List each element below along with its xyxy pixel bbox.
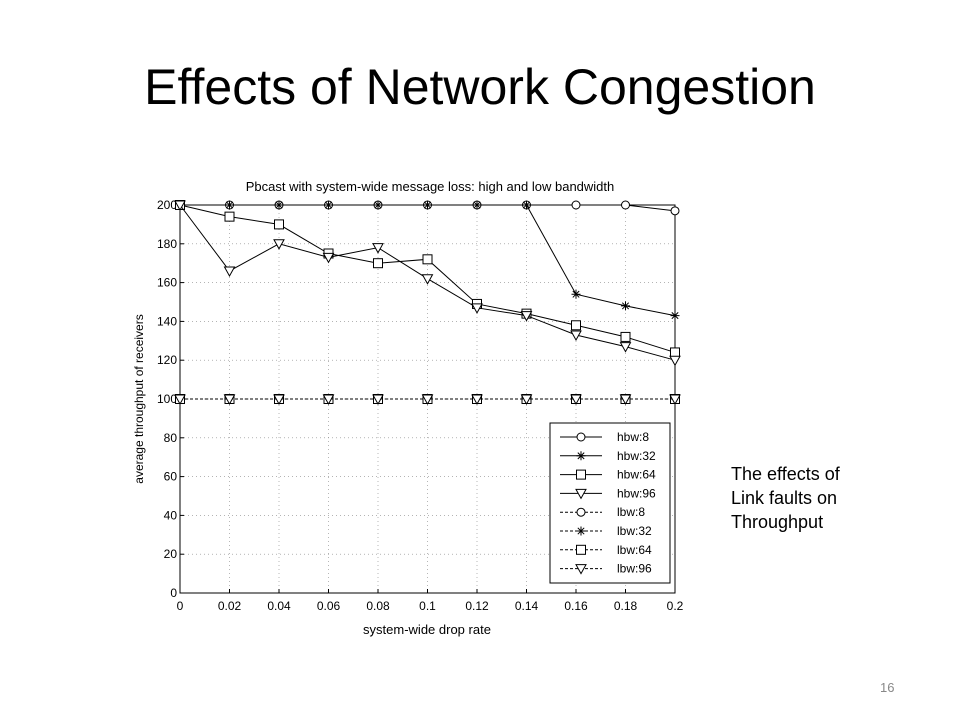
data-point bbox=[670, 311, 680, 321]
x-tick-label: 0.2 bbox=[667, 599, 684, 613]
data-point bbox=[520, 311, 533, 322]
data-point bbox=[471, 303, 483, 314]
data-point bbox=[576, 469, 586, 480]
data-point bbox=[576, 526, 586, 536]
data-point bbox=[669, 355, 681, 367]
legend: hbw:8 hbw:32 hbw:64 hbw:96 lbw:8 lbw:32 lbw:64… bbox=[549, 422, 671, 584]
data-point bbox=[373, 258, 383, 269]
chart-title: Pbcast with system-wide message loss: hi… bbox=[246, 179, 615, 194]
data-point bbox=[423, 200, 432, 210]
legend-box bbox=[549, 422, 671, 584]
data-point bbox=[571, 289, 581, 299]
x-tick-label: 0.14 bbox=[515, 599, 539, 613]
y-tick-label: 160 bbox=[157, 276, 177, 290]
x-tick-label: 0.18 bbox=[614, 599, 638, 613]
x-axis-label: system-wide drop rate bbox=[363, 622, 491, 637]
data-point bbox=[223, 266, 236, 277]
data-point bbox=[619, 342, 632, 353]
y-tick-label: 20 bbox=[164, 547, 178, 561]
data-point bbox=[373, 200, 383, 210]
axis-ticks: 0 0.02 0.04 0.06 0.08 0.1 0.12 0.14 0.16 0.18 0.2 0… bbox=[157, 198, 684, 613]
data-point bbox=[174, 394, 186, 406]
y-tick-label: 140 bbox=[157, 314, 177, 328]
legend-label: hbw:64 bbox=[617, 468, 656, 482]
data-point bbox=[225, 200, 234, 210]
data-point bbox=[472, 200, 482, 210]
x-tick-label: 0.1 bbox=[419, 599, 436, 613]
data-point bbox=[571, 200, 581, 210]
data-point bbox=[669, 394, 681, 406]
data-point bbox=[576, 432, 586, 442]
side-note-line: Throughput bbox=[731, 512, 824, 532]
data-point bbox=[670, 206, 680, 216]
legend-label: lbw:32 bbox=[617, 524, 652, 538]
x-tick-label: 0.04 bbox=[267, 599, 291, 613]
y-tick-label: 0 bbox=[170, 586, 177, 600]
legend-label: hbw:96 bbox=[617, 486, 656, 500]
data-point bbox=[372, 394, 384, 406]
data-point bbox=[570, 394, 582, 406]
y-tick-label: 80 bbox=[164, 431, 178, 445]
data-point bbox=[322, 252, 335, 264]
data-point bbox=[571, 320, 581, 331]
y-tick-label: 40 bbox=[164, 508, 178, 522]
legend-label: hbw:32 bbox=[617, 449, 656, 463]
data-point bbox=[576, 451, 586, 461]
data-point bbox=[620, 331, 631, 342]
data-point bbox=[471, 394, 483, 406]
x-tick-label: 0.02 bbox=[218, 599, 242, 613]
data-point bbox=[619, 394, 632, 406]
data-point bbox=[421, 274, 434, 285]
data-point bbox=[520, 394, 533, 406]
y-tick-label: 180 bbox=[157, 237, 177, 251]
side-note: The effects of Link faults on Throughput bbox=[731, 462, 931, 534]
data-point bbox=[224, 211, 235, 222]
throughput-chart: Pbcast with system-wide message loss: hi… bbox=[132, 179, 684, 637]
y-tick-label: 100 bbox=[157, 392, 177, 406]
legend-label: lbw:8 bbox=[617, 505, 645, 519]
side-note-line: The effects of bbox=[731, 464, 840, 484]
x-tick-label: 0 bbox=[177, 599, 184, 613]
data-point bbox=[223, 394, 236, 406]
data-point bbox=[575, 488, 587, 500]
data-point bbox=[576, 507, 586, 517]
slide-title: Effects of Network Congestion bbox=[144, 59, 816, 115]
data-point bbox=[670, 347, 680, 358]
data-point bbox=[422, 254, 433, 265]
data-point bbox=[522, 200, 531, 210]
series-layer bbox=[174, 200, 681, 406]
x-tick-label: 0.16 bbox=[564, 599, 588, 613]
legend-label: hbw:8 bbox=[617, 430, 649, 444]
legend-label: lbw:96 bbox=[617, 562, 652, 576]
y-axis-label: average throughput of receivers bbox=[132, 314, 146, 483]
data-point bbox=[174, 200, 186, 212]
data-point bbox=[273, 239, 285, 250]
data-point bbox=[273, 394, 285, 406]
legend-label: lbw:64 bbox=[617, 543, 652, 557]
data-point bbox=[274, 219, 284, 230]
data-point bbox=[575, 564, 587, 575]
x-tick-label: 0.08 bbox=[366, 599, 390, 613]
data-point bbox=[576, 544, 586, 555]
data-point bbox=[324, 200, 333, 210]
page-number: 16 bbox=[880, 680, 895, 695]
y-tick-label: 60 bbox=[164, 470, 178, 484]
data-point bbox=[621, 301, 630, 311]
data-point bbox=[274, 200, 284, 210]
side-note-line: Link faults on bbox=[731, 488, 838, 508]
data-point bbox=[372, 243, 384, 254]
data-point bbox=[570, 330, 582, 342]
data-point bbox=[322, 394, 335, 406]
x-tick-label: 0.12 bbox=[465, 599, 489, 613]
y-tick-label: 200 bbox=[157, 198, 177, 212]
data-point bbox=[421, 394, 434, 406]
data-point bbox=[621, 200, 630, 210]
x-tick-label: 0.06 bbox=[317, 599, 341, 613]
y-tick-label: 120 bbox=[157, 353, 177, 367]
